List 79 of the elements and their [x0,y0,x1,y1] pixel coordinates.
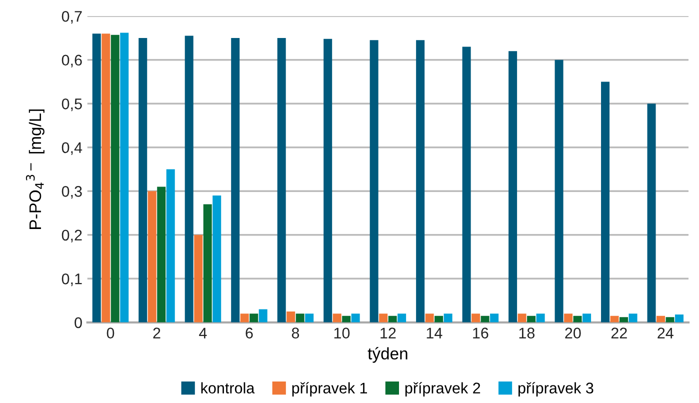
x-tick-label: 14 [426,328,442,338]
bar [490,314,499,322]
bar [110,34,120,322]
bar [601,82,610,322]
bar [582,314,592,322]
y-tick-label: 0,7 [62,10,82,24]
x-tick-label: 16 [473,328,488,338]
bar [231,38,240,322]
legend-label: kontrola [201,382,255,394]
bar [370,40,378,322]
bar [157,186,166,322]
y-tick-label: 0,6 [62,54,82,68]
bar [388,316,397,322]
bar [184,36,194,322]
bar [277,38,286,322]
bar [120,32,129,322]
bar [305,314,314,322]
legend-label: přípravek 1 [292,382,368,397]
bar [554,60,564,322]
bar [203,204,212,322]
bar [212,196,222,322]
bar [480,316,490,322]
x-tick-label: 10 [334,328,350,338]
bar [666,317,674,322]
x-tick-label: 8 [292,328,300,338]
bar [444,314,452,322]
bar [166,169,175,322]
bar [296,314,304,322]
bar [518,314,526,322]
bar [675,314,684,322]
bar [258,309,268,322]
bar [620,317,628,322]
x-tick-label: 12 [380,328,396,338]
bar [647,104,656,322]
bar [194,234,203,322]
bar [462,46,471,322]
x-tick-label: 20 [565,328,581,338]
x-tick-label: 2 [153,328,160,338]
bar [425,314,434,322]
legend-label: přípravek 3 [518,382,594,397]
bar [527,316,536,322]
bar [656,316,666,322]
x-tick-label: 6 [246,328,253,338]
bar [351,314,360,322]
bar [472,314,480,322]
bar [628,314,638,322]
bar [416,40,425,322]
x-axis-title: týden [368,347,408,363]
bar [324,38,332,322]
bar [610,316,619,322]
x-tick-label: 18 [519,328,535,338]
bar [240,314,249,322]
y-axis-title: P-PO$_{4}$$^{3−}$ [mg/L] [26,109,44,229]
bar [508,51,518,322]
y-tick-label: 0 [74,317,82,328]
bar [92,34,101,322]
y-tick-label: 0,1 [62,274,82,286]
bar [564,314,573,322]
bar [573,316,582,322]
y-tick-label: 0,3 [62,186,82,199]
bar [332,314,342,322]
x-tick-label: 4 [199,328,207,338]
bar [342,316,351,322]
bar [148,191,156,322]
x-tick-label: 24 [658,328,674,338]
bar [434,316,444,322]
bar [398,314,406,322]
x-tick-label: 0 [106,328,114,338]
legend-label: přípravek 2 [405,382,480,397]
bar [536,314,545,322]
bar [286,311,296,322]
y-tick-label: 0,4 [62,142,82,155]
y-tick-label: 0,5 [62,98,82,112]
bar [102,34,110,322]
bar [138,38,148,322]
x-tick-label: 22 [611,328,627,338]
bar [379,314,388,322]
bar [250,314,258,322]
y-tick-label: 0,2 [62,230,82,242]
